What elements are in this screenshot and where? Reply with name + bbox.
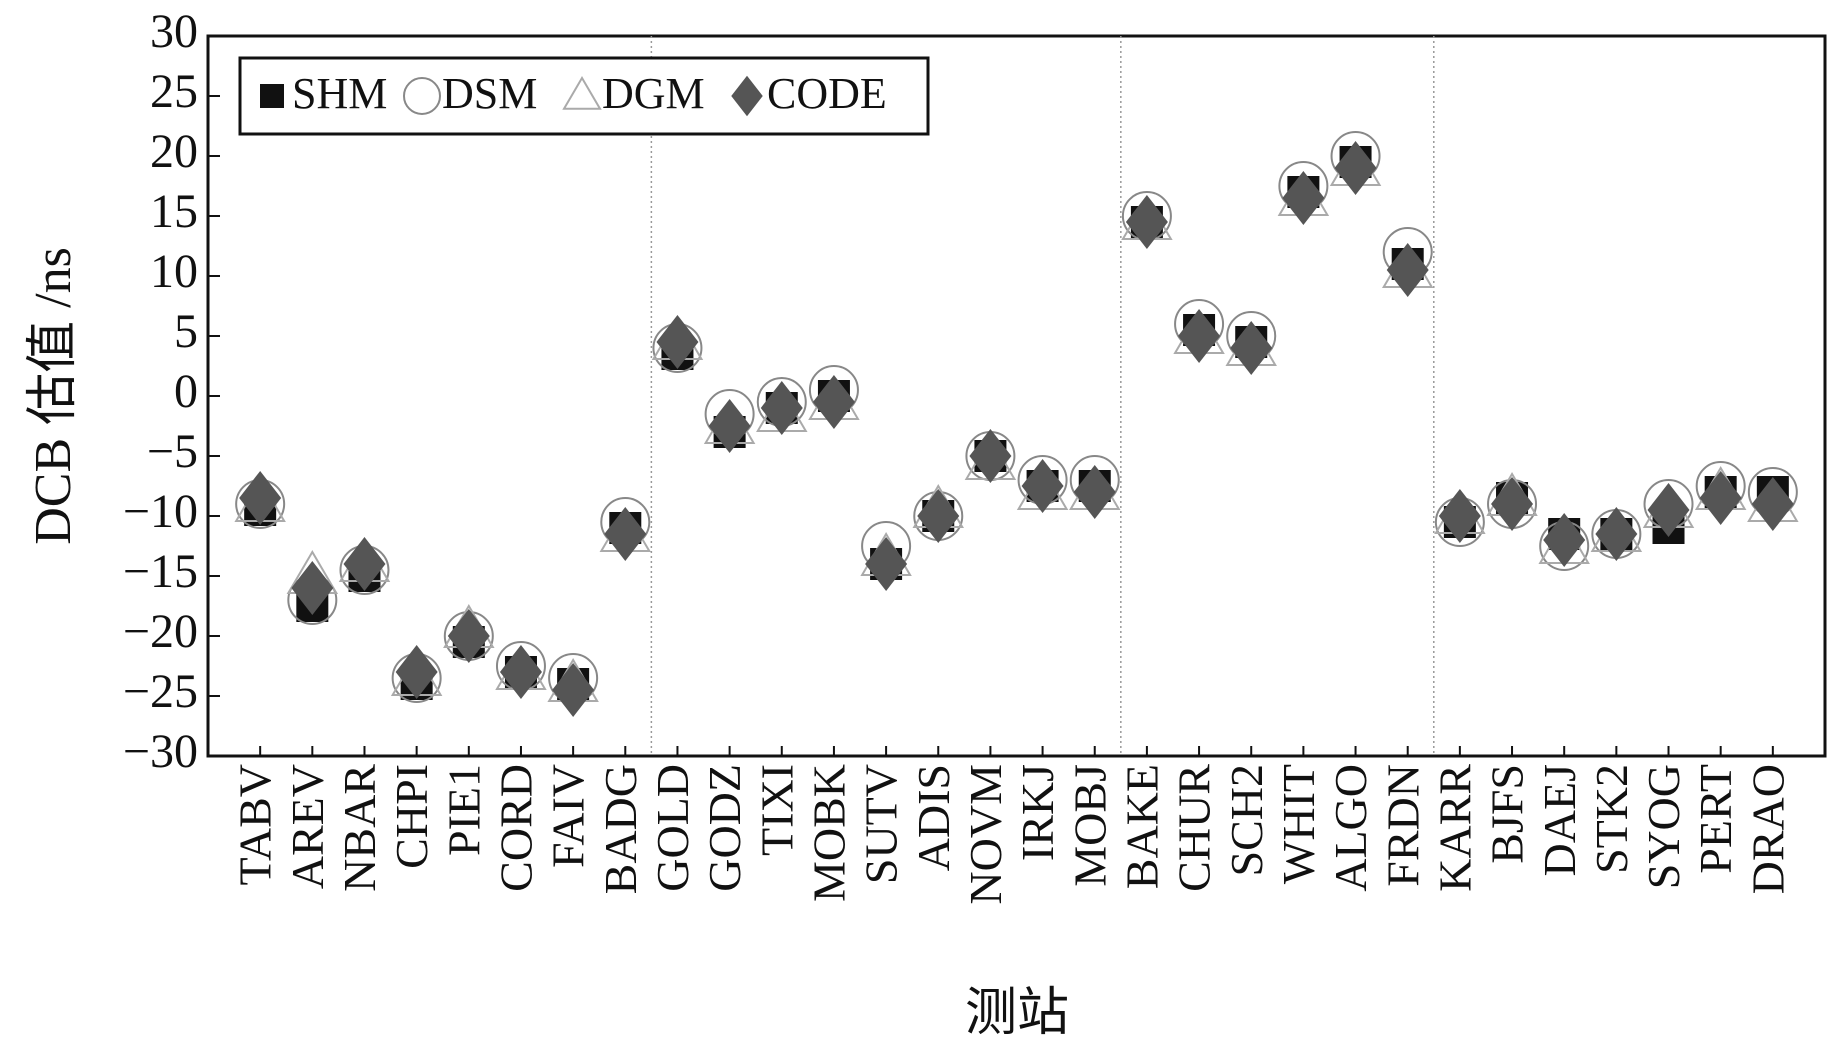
- marker-diamond: [1438, 489, 1481, 543]
- marker-diamond: [1699, 471, 1742, 525]
- marker-circle: [403, 77, 441, 115]
- marker-diamond: [291, 561, 334, 615]
- y-tick-label: −10: [123, 485, 198, 538]
- marker-diamond: [812, 375, 855, 429]
- legend-label: CODE: [767, 69, 887, 118]
- marker-diamond: [1647, 483, 1690, 537]
- legend-label: SHM: [292, 69, 387, 118]
- marker-diamond: [1491, 477, 1534, 531]
- y-tick-label: −15: [123, 545, 198, 598]
- x-tick-label: GOLD: [647, 764, 698, 892]
- legend-label: DSM: [442, 69, 537, 118]
- x-tick-label: KARR: [1429, 764, 1480, 892]
- y-tick-label: 10: [150, 245, 198, 298]
- x-tick-label: FAIV: [543, 764, 594, 868]
- marker-diamond: [731, 75, 763, 117]
- marker-diamond: [1282, 171, 1325, 225]
- x-axis-label: 测站: [965, 985, 1069, 1042]
- x-tick-label: FRDN: [1377, 764, 1428, 887]
- marker-diamond: [552, 663, 595, 717]
- x-tick-label: NBAR: [334, 764, 385, 892]
- x-tick-label: DRAO: [1742, 764, 1793, 894]
- x-tick-label: PERT: [1690, 764, 1741, 874]
- x-tick-label: NOVM: [960, 764, 1011, 905]
- marker-diamond: [604, 507, 647, 561]
- y-tick-label: 5: [174, 305, 198, 358]
- x-tick-label: STK2: [1586, 764, 1637, 874]
- y-tick-label: −30: [123, 725, 198, 778]
- y-tick-label: −20: [123, 605, 198, 658]
- y-tick-label: 15: [150, 185, 198, 238]
- legend-label: DGM: [602, 69, 705, 118]
- x-tick-label: IRKJ: [1012, 764, 1063, 861]
- x-tick-label: DAEJ: [1534, 764, 1585, 876]
- y-axis-label: DCB 估值 /ns: [25, 247, 82, 545]
- x-tick-label: CHUR: [1169, 764, 1220, 892]
- marker-diamond: [917, 489, 960, 543]
- marker-diamond: [656, 315, 699, 369]
- x-tick-label: CORD: [491, 764, 542, 892]
- x-tick-label: PIE1: [438, 764, 489, 856]
- marker-diamond: [969, 429, 1012, 483]
- marker-diamond: [1178, 309, 1221, 363]
- marker-square: [260, 84, 284, 108]
- marker-diamond: [447, 609, 490, 663]
- x-tick-label: ALGO: [1325, 764, 1376, 892]
- y-tick-label: −5: [147, 425, 198, 478]
- x-tick-label: SCH2: [1221, 764, 1272, 876]
- marker-diamond: [239, 471, 282, 525]
- marker-diamond: [1125, 195, 1168, 249]
- x-tick-label: ADIS: [908, 764, 959, 871]
- marker-diamond: [708, 399, 751, 453]
- x-tick-label: BAKE: [1116, 764, 1167, 889]
- y-tick-label: 20: [150, 125, 198, 178]
- marker-diamond: [1230, 321, 1273, 375]
- marker-diamond: [1543, 513, 1586, 567]
- marker-triangle: [562, 76, 602, 110]
- x-tick-label: CHPI: [386, 764, 437, 869]
- marker-diamond: [1595, 507, 1638, 561]
- x-tick-label: MOBJ: [1064, 764, 1115, 887]
- x-tick-label: SUTV: [856, 764, 907, 884]
- legend-box: [238, 56, 930, 136]
- y-tick-label: 0: [174, 365, 198, 418]
- marker-diamond: [343, 537, 386, 591]
- x-tick-label: BADG: [595, 764, 646, 894]
- y-tick-label: −25: [123, 665, 198, 718]
- x-tick-label: TABV: [230, 764, 281, 886]
- y-tick-label: 30: [150, 5, 198, 58]
- marker-diamond: [865, 537, 908, 591]
- marker-diamond: [395, 645, 438, 699]
- y-tick-label: 25: [150, 65, 198, 118]
- x-tick-label: TIXI: [751, 764, 802, 856]
- marker-diamond: [1334, 141, 1377, 195]
- marker-diamond: [760, 381, 803, 435]
- marker-diamond: [1021, 459, 1064, 513]
- marker-diamond: [1386, 243, 1429, 297]
- x-tick-label: SYOG: [1638, 764, 1689, 889]
- marker-diamond: [1751, 477, 1794, 531]
- x-tick-label: MOBK: [803, 764, 854, 902]
- x-tick-label: BJFS: [1482, 764, 1533, 864]
- x-tick-label: AREV: [282, 764, 333, 889]
- marker-diamond: [1073, 465, 1116, 519]
- x-tick-label: GODZ: [699, 764, 750, 892]
- x-tick-label: WHIT: [1273, 764, 1324, 884]
- marker-diamond: [499, 645, 542, 699]
